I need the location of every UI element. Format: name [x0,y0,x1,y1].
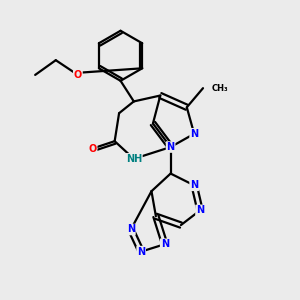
Text: CH₃: CH₃ [211,84,228,93]
Text: O: O [74,70,82,80]
Text: N: N [190,180,198,190]
Text: N: N [137,247,145,256]
Text: N: N [161,239,169,249]
Text: N: N [167,142,175,152]
Text: N: N [127,224,135,235]
Text: N: N [196,206,204,215]
Text: NH: NH [126,154,142,164]
Text: O: O [88,143,97,154]
Text: N: N [190,129,198,139]
